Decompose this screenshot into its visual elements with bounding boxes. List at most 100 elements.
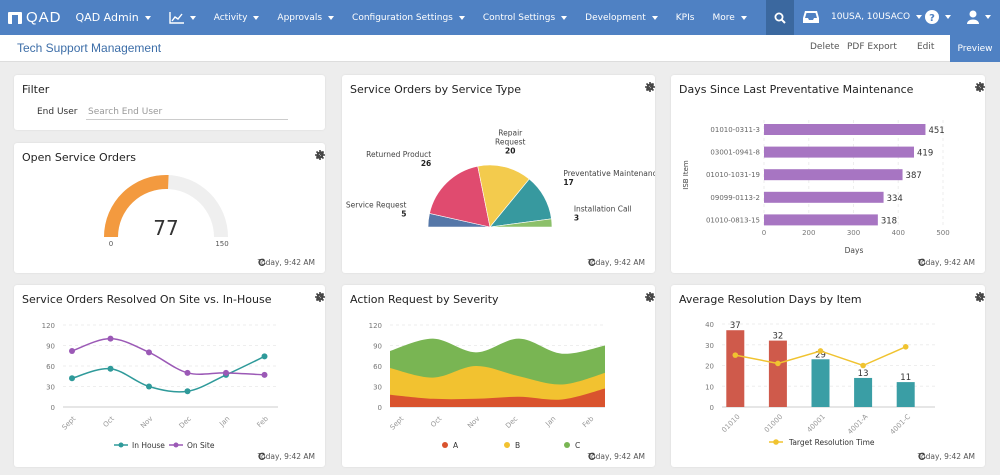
y-tick-label: 90 xyxy=(46,343,55,351)
pie-label: Preventative Maintenance xyxy=(563,169,655,178)
admin-menu[interactable]: QAD Admin xyxy=(76,11,151,24)
menu-more[interactable]: More xyxy=(712,13,747,23)
data-point xyxy=(146,349,152,356)
last-updated-timestamp: Today, 9:42 AM xyxy=(917,452,975,461)
refresh-icon[interactable] xyxy=(258,258,266,266)
refresh-icon[interactable] xyxy=(918,452,926,460)
data-point xyxy=(775,360,781,367)
refresh-icon[interactable] xyxy=(918,258,926,266)
bar-value-label: 334 xyxy=(887,194,903,204)
last-updated-timestamp: Today, 9:42 AM xyxy=(587,258,645,267)
expand-icon[interactable] xyxy=(975,82,985,92)
search-button[interactable] xyxy=(766,0,794,35)
refresh-icon[interactable] xyxy=(588,258,596,266)
qad-logo-mark xyxy=(8,11,22,24)
legend-marker xyxy=(773,439,779,445)
help-menu[interactable]: ? xyxy=(925,10,951,24)
y-tick-label: 120 xyxy=(369,322,382,330)
data-point xyxy=(69,375,75,382)
y-axis-title: ISB Item xyxy=(682,160,690,190)
pie-value-label: 17 xyxy=(563,178,573,187)
line-chart-icon xyxy=(169,11,184,24)
inbox-button[interactable] xyxy=(803,10,819,27)
y-tick-label: 0 xyxy=(378,404,382,412)
expand-icon[interactable] xyxy=(645,82,655,92)
pie-label: Repair Request xyxy=(495,128,526,146)
preview-button[interactable]: Preview xyxy=(950,35,1000,62)
menu-kpis[interactable]: KPIs xyxy=(675,12,695,23)
x-tick-label: Sept xyxy=(388,415,405,432)
pdf-export-button[interactable]: PDF Export xyxy=(847,42,897,52)
expand-icon[interactable] xyxy=(975,292,985,302)
y-tick-label: 0 xyxy=(51,404,55,412)
refresh-icon[interactable] xyxy=(258,452,266,460)
open-service-orders-card: 77 0 150 Open Service Orders Today, 9:42 A… xyxy=(14,143,325,273)
last-updated-timestamp: Today, 9:42 AM xyxy=(257,452,315,461)
bar xyxy=(768,340,787,407)
data-point xyxy=(860,362,866,369)
legend-marker xyxy=(442,442,448,448)
menu-configuration-settings[interactable]: Configuration Settings xyxy=(352,13,465,23)
y-tick-label: 30 xyxy=(705,342,714,350)
user-menu[interactable] xyxy=(967,10,991,24)
edit-button[interactable]: Edit xyxy=(917,42,935,52)
y-tick-label: 120 xyxy=(42,322,55,330)
y-tick-label: 10 xyxy=(705,383,714,391)
data-point xyxy=(261,371,268,378)
end-user-search-input[interactable] xyxy=(86,105,288,120)
y-tick-label: 90 xyxy=(373,343,382,351)
page-title: Tech Support Management xyxy=(17,41,162,55)
avg-resolution-days-card: 0 10 20 30 40 37 32 29 13 11 01010 01000 40001 4001-A… xyxy=(671,285,985,467)
menu-approvals[interactable]: Approvals xyxy=(277,13,335,23)
expand-icon[interactable] xyxy=(315,292,325,302)
bar-value-label: 318 xyxy=(881,216,897,226)
chart-menu[interactable] xyxy=(169,11,196,24)
data-point xyxy=(732,352,739,358)
menu-activity[interactable]: Activity xyxy=(214,13,260,23)
menu-control-settings[interactable]: Control Settings xyxy=(483,13,568,23)
legend-marker xyxy=(564,442,570,448)
card-title: Days Since Last Preventative Maintenance xyxy=(679,83,914,96)
x-tick-label: 500 xyxy=(936,229,949,237)
pie-value-label: 3 xyxy=(574,213,579,222)
inbox-icon xyxy=(803,11,819,23)
bar xyxy=(764,191,884,203)
gauge-min-label: 0 xyxy=(109,240,113,248)
x-tick-label: Sept xyxy=(60,415,77,432)
legend-label: In House xyxy=(132,441,165,450)
bar xyxy=(764,124,926,135)
bar-value-label: 11 xyxy=(900,373,911,383)
legend-label: On Site xyxy=(187,441,215,450)
chart-svg: 0 200 300 400 500 451 01010-0311-3 419 03001-094… xyxy=(682,120,950,255)
x-tick-label: 01000 xyxy=(763,413,784,434)
action-request-severity-card: 0 30 60 90 120 Sept Oct Nov Dec Jan Feb A B C Action … xyxy=(342,285,655,467)
x-tick-label: Oct xyxy=(429,415,443,429)
bar xyxy=(854,377,873,407)
filter-title: Filter xyxy=(22,83,50,96)
gauge-value: 77 xyxy=(153,216,178,240)
x-tick-label: 0 xyxy=(762,229,766,237)
user-icon xyxy=(967,10,979,24)
x-tick-label: Jan xyxy=(543,415,557,429)
x-tick-label: Nov xyxy=(466,415,481,430)
y-category-label: 01010-0813-15 xyxy=(706,216,760,224)
data-point xyxy=(817,348,824,354)
chart-svg: 0 10 20 30 40 37 32 29 13 11 01010 01000 40001 4001-A… xyxy=(705,321,935,447)
bar-value-label: 451 xyxy=(928,126,944,136)
delete-button[interactable]: Delete xyxy=(810,42,840,52)
bar xyxy=(764,214,878,226)
y-tick-label: 60 xyxy=(373,363,382,371)
refresh-icon[interactable] xyxy=(588,452,596,460)
entity-selector[interactable]: 10USA, 10USACO xyxy=(831,12,923,22)
pie-label: Service Request xyxy=(346,201,407,210)
pie-slice xyxy=(477,164,530,228)
expand-icon[interactable] xyxy=(645,292,655,302)
bar xyxy=(764,146,915,158)
last-updated-timestamp: Today, 9:42 AM xyxy=(587,452,645,461)
expand-icon[interactable] xyxy=(315,150,325,160)
pie-label: Installation Call xyxy=(574,204,632,213)
qad-logo[interactable]: QAD xyxy=(8,9,62,26)
x-tick-label: Dec xyxy=(504,415,519,430)
legend-label: B xyxy=(515,441,520,450)
menu-development[interactable]: Development xyxy=(585,13,658,23)
